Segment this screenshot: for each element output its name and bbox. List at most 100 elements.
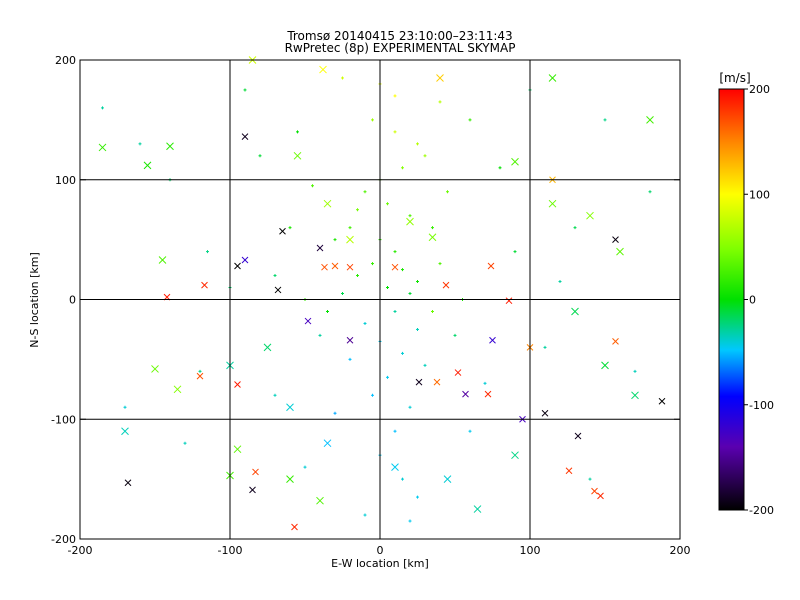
colorbar-gradient xyxy=(718,88,745,511)
data-point xyxy=(386,202,389,206)
data-point xyxy=(316,244,324,252)
data-point xyxy=(401,166,404,170)
data-point xyxy=(646,116,654,124)
data-point xyxy=(198,369,202,373)
data-point xyxy=(183,441,187,445)
data-point xyxy=(304,317,312,325)
data-point xyxy=(363,513,367,517)
data-point xyxy=(121,427,129,436)
data-point xyxy=(393,130,397,134)
data-point xyxy=(356,274,359,278)
data-point xyxy=(648,190,652,194)
data-point xyxy=(408,292,412,296)
data-point xyxy=(326,309,329,313)
data-point xyxy=(234,262,241,270)
x-tick-label: -200 xyxy=(68,544,93,557)
data-point xyxy=(279,227,286,235)
colorbar-label: [m/s] xyxy=(719,71,750,85)
data-point xyxy=(333,411,337,415)
y-tick-label: 100 xyxy=(55,174,76,187)
data-point xyxy=(371,118,374,122)
data-point xyxy=(454,369,462,376)
data-point xyxy=(511,157,519,166)
data-point xyxy=(196,372,204,380)
data-point xyxy=(401,351,404,355)
data-point xyxy=(505,297,513,305)
data-point xyxy=(513,250,517,254)
data-point xyxy=(597,492,604,500)
data-point xyxy=(346,263,354,271)
data-point xyxy=(591,487,598,495)
data-point xyxy=(206,250,209,254)
colorbar-ticks: 200 100 0 -100 -200 xyxy=(744,83,774,517)
data-point xyxy=(316,496,324,505)
data-point xyxy=(616,247,624,256)
data-point xyxy=(558,280,562,284)
x-tick-label: 100 xyxy=(520,544,541,557)
data-point xyxy=(241,133,249,140)
data-point xyxy=(393,309,397,313)
data-point xyxy=(498,166,502,170)
data-point xyxy=(565,467,573,475)
data-point xyxy=(416,495,419,499)
data-point xyxy=(98,143,107,152)
data-point xyxy=(548,199,557,208)
x-tick-label: 0 xyxy=(377,544,384,557)
data-point xyxy=(658,397,666,405)
chart-title: Tromsø 20140415 23:10:00–23:11:43 xyxy=(286,29,512,43)
data-point xyxy=(234,381,241,388)
data-point xyxy=(356,208,359,212)
data-point xyxy=(573,226,577,230)
data-point xyxy=(323,199,332,208)
data-point xyxy=(588,477,592,481)
data-point xyxy=(633,369,637,373)
data-point xyxy=(393,250,397,254)
data-point xyxy=(201,281,208,289)
data-point xyxy=(249,486,256,494)
data-point xyxy=(401,477,404,481)
data-point xyxy=(311,184,314,188)
colorbar-tick-label: 100 xyxy=(749,188,770,201)
data-point xyxy=(406,217,414,226)
data-point xyxy=(601,361,609,370)
data-point xyxy=(371,393,374,397)
data-point xyxy=(489,336,496,344)
data-point xyxy=(123,405,127,409)
data-point xyxy=(431,226,434,230)
data-point xyxy=(296,130,299,134)
data-point xyxy=(331,262,339,270)
y-tick-label: 200 xyxy=(55,54,76,67)
data-point xyxy=(428,233,437,242)
data-point xyxy=(436,74,444,82)
data-point xyxy=(416,327,419,331)
data-point xyxy=(273,393,277,397)
data-point xyxy=(423,363,427,367)
grid-lines xyxy=(80,60,680,539)
data-point xyxy=(408,405,412,409)
data-point xyxy=(442,281,450,289)
data-point xyxy=(473,505,482,513)
data-point xyxy=(416,142,419,146)
colorbar-tick-label: 0 xyxy=(749,294,756,307)
data-point xyxy=(318,333,322,337)
data-point xyxy=(462,390,469,398)
data-point xyxy=(541,409,549,417)
y-tick-label: 0 xyxy=(69,294,76,307)
x-tick-label: 200 xyxy=(670,544,691,557)
data-point xyxy=(612,338,619,345)
data-point xyxy=(468,429,472,433)
data-point xyxy=(548,74,557,82)
data-point xyxy=(348,357,352,361)
data-point xyxy=(393,94,397,98)
data-point xyxy=(321,263,328,271)
data-point xyxy=(408,519,412,523)
data-point xyxy=(346,235,354,244)
data-point xyxy=(346,336,354,344)
data-point xyxy=(158,256,167,264)
colorbar-tick-label: 200 xyxy=(749,83,770,96)
y-axis-ticks: -200 -100 0 100 200 xyxy=(51,54,680,546)
data-point xyxy=(543,345,547,349)
x-axis-label: E-W location [km] xyxy=(331,557,429,570)
data-point xyxy=(319,65,327,74)
